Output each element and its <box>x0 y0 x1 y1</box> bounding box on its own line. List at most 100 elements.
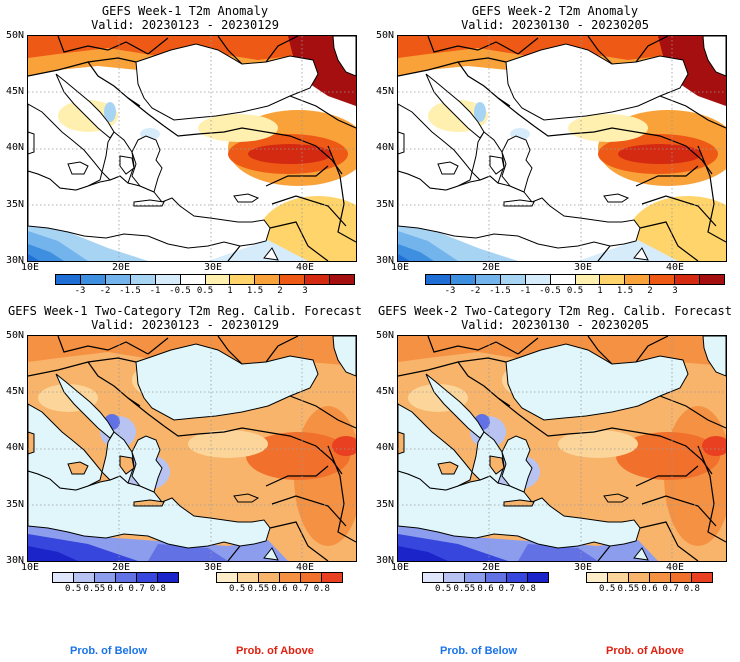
map-canvas <box>398 36 726 261</box>
cool-anomaly-southwest-core <box>398 244 434 261</box>
country-border <box>497 97 535 127</box>
above-colorbar-cell <box>280 573 301 582</box>
sea-caspian <box>702 336 726 377</box>
above-colorbar-cell <box>629 573 650 582</box>
sea-blackSea <box>505 43 689 121</box>
map-week2-probability <box>397 335 727 562</box>
map-week1-anomaly <box>27 35 357 262</box>
lat-label: 40N <box>5 142 24 153</box>
island-pelop <box>119 455 135 475</box>
anomaly-colorbar-tick-label: 1.5 <box>246 286 264 296</box>
sea-medW <box>28 170 271 249</box>
island-sicily <box>437 161 459 175</box>
anomaly-colorbar-tick-label: -2 <box>469 286 481 296</box>
anomaly-colorbar-tick-label: -1.5 <box>119 286 141 296</box>
island-crete <box>133 199 165 207</box>
country-border <box>641 195 717 227</box>
country-border <box>635 336 669 363</box>
island-sardinia <box>398 431 405 455</box>
above-colorbar-cell <box>301 573 322 582</box>
country-border <box>635 36 669 63</box>
lon-label: 20E <box>481 262 501 273</box>
country-border <box>517 37 539 55</box>
above-colorbar-tick-label: 0.8 <box>313 584 330 594</box>
sea-aegean <box>501 435 533 493</box>
cool-anomaly-adriatic <box>104 102 116 122</box>
sea-redSea <box>633 547 649 561</box>
lat-label: 30N <box>375 255 394 266</box>
strong-anomaly-anatolia <box>618 144 702 164</box>
cool-anomaly-southwest-core <box>28 244 64 261</box>
below-colorbar-tick-label: 0.55 <box>453 584 476 594</box>
panel-title: GEFS Week-2 Two-Category T2m Reg. Calib.… <box>377 304 732 318</box>
above-prob-anatolia <box>616 432 720 480</box>
lat-label: 35N <box>375 199 394 210</box>
island-sicily <box>437 461 459 475</box>
lat-label: 45N <box>375 86 394 97</box>
anomaly-colorbar-cell <box>155 275 181 284</box>
country-border <box>587 36 613 65</box>
below-colorbar-tick-label: 0.5 <box>65 584 82 594</box>
anomaly-colorbar-cell <box>280 275 306 284</box>
below-colorbar-tick-label: 0.7 <box>128 584 145 594</box>
below-colorbar-cell <box>444 573 465 582</box>
warm-anomaly-southeast <box>628 196 726 261</box>
anomaly-colorbar-tick-label: -1 <box>149 286 161 296</box>
below-prob-southwest-core <box>28 546 78 561</box>
anomaly-colorbar-cell <box>305 275 331 284</box>
anomaly-colorbar-cell <box>500 275 526 284</box>
country-border <box>497 397 535 427</box>
strong-anomaly-anatolia <box>248 144 332 164</box>
below-prob-southwest-core <box>398 546 448 561</box>
island-sardinia <box>398 131 405 155</box>
panel-valid-dates: Valid: 20230123 - 20230129 <box>91 318 279 332</box>
sea-medW <box>28 470 271 549</box>
above-prob-low-anatolia <box>558 430 638 458</box>
panel-title: GEFS Week-1 T2m Anomaly <box>101 4 269 18</box>
legend-below-label: Prob. of Below <box>70 645 147 657</box>
country-border <box>587 336 613 365</box>
below-colorbar-cell <box>116 573 137 582</box>
cool-anomaly-egypt <box>578 240 678 261</box>
country-border <box>697 145 726 243</box>
anomaly-colorbar-cell <box>255 275 281 284</box>
below-colorbar-tick-label: 0.5 <box>435 584 452 594</box>
anomaly-colorbar-cell <box>575 275 601 284</box>
country-border <box>517 337 539 355</box>
lon-label: 30E <box>573 262 593 273</box>
country-border <box>639 521 699 561</box>
island-crete <box>503 499 535 507</box>
anomaly-colorbar-tick-label: 1 <box>227 286 233 296</box>
below-prob-egypt <box>148 544 228 561</box>
cool-anomaly-egypt <box>208 240 308 261</box>
lon-label: 30E <box>203 262 223 273</box>
cool-anomaly-adriatic <box>474 102 486 122</box>
island-pelop <box>489 455 505 475</box>
lon-label: 20E <box>481 562 501 573</box>
lat-label: 40N <box>375 442 394 453</box>
below-colorbar-cells <box>422 572 549 583</box>
lon-label: 40E <box>665 262 685 273</box>
lat-label: 50N <box>5 330 24 341</box>
anomaly-colorbar-tick-label: -1.5 <box>489 286 511 296</box>
above-colorbar-cell <box>692 573 712 582</box>
panel-valid-dates: Valid: 20230123 - 20230129 <box>91 18 279 32</box>
lon-label: 20E <box>111 262 131 273</box>
lat-label: 35N <box>5 199 24 210</box>
sea-blackSea <box>505 343 689 421</box>
lat-label: 50N <box>375 30 394 41</box>
country-border <box>427 36 519 55</box>
island-pelop <box>489 155 505 175</box>
above-colorbar-cell <box>259 573 280 582</box>
sea-blackSea <box>135 43 319 121</box>
legend-below-label: Prob. of Below <box>440 645 517 657</box>
country-border <box>289 395 356 429</box>
below-colorbar-cell <box>507 573 528 582</box>
country-border <box>57 36 149 55</box>
anomaly-colorbar-cell <box>80 275 106 284</box>
sea-redSea <box>633 247 649 261</box>
country-border <box>147 37 169 55</box>
sea-redSea <box>263 247 279 261</box>
below-colorbar-cell <box>423 573 444 582</box>
lon-label: 20E <box>111 562 131 573</box>
